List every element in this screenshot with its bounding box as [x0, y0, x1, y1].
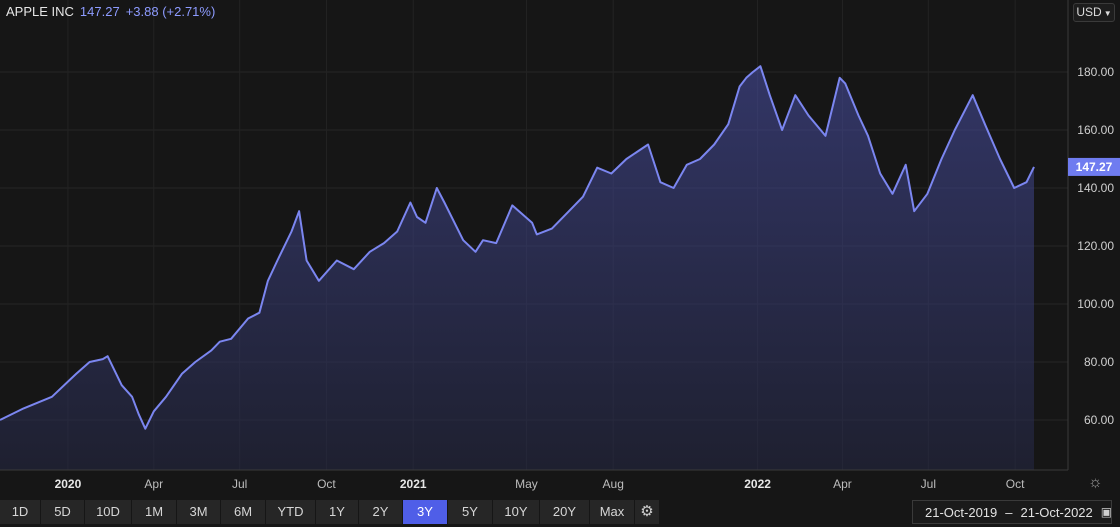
- range-button-ytd[interactable]: YTD: [266, 500, 315, 524]
- x-tick-label: 2020: [55, 477, 82, 491]
- instrument-name: APPLE INC: [6, 4, 74, 19]
- y-tick-label: 180.00: [1077, 65, 1114, 79]
- range-button-1m[interactable]: 1M: [132, 500, 176, 524]
- sun-icon[interactable]: ☼: [1088, 474, 1103, 491]
- price-area: [0, 66, 1034, 470]
- chart-header: APPLE INC 147.27 +3.88 (+2.71%): [6, 4, 215, 19]
- range-button-3y[interactable]: 3Y: [403, 500, 447, 524]
- y-tick-label: 160.00: [1077, 123, 1114, 137]
- y-tick-label: 120.00: [1077, 239, 1114, 253]
- date-range-picker[interactable]: 21-Oct-2019 – 21-Oct-2022 ▣: [912, 500, 1112, 524]
- gear-icon[interactable]: ⚙: [635, 500, 659, 524]
- date-from[interactable]: 21-Oct-2019: [925, 504, 998, 520]
- x-axis: 2020 Apr Jul Oct 2021 May Aug 2022 Apr Jul Oct: [55, 477, 1026, 491]
- header-price: 147.27: [79, 4, 120, 19]
- header-change: +3.88 (+2.71%): [125, 4, 216, 19]
- date-separator: –: [1005, 504, 1013, 520]
- range-button-20y[interactable]: 20Y: [540, 500, 589, 524]
- price-chart[interactable]: 60.00 80.00 100.00 120.00 140.00 160.00 180.00…: [0, 0, 1120, 500]
- range-button-10y[interactable]: 10Y: [493, 500, 539, 524]
- price-tag-label: 147.27: [1076, 160, 1113, 174]
- currency-label: USD: [1076, 5, 1102, 19]
- x-tick-label: Jul: [232, 477, 247, 491]
- x-tick-label: Oct: [1006, 477, 1025, 491]
- currency-selector[interactable]: USD ▼: [1073, 3, 1115, 22]
- range-button-5d[interactable]: 5D: [41, 500, 84, 524]
- range-button-10d[interactable]: 10D: [85, 500, 131, 524]
- range-button-1d[interactable]: 1D: [0, 500, 40, 524]
- range-button-2y[interactable]: 2Y: [359, 500, 402, 524]
- y-tick-label: 100.00: [1077, 297, 1114, 311]
- x-tick-label: Apr: [144, 477, 163, 491]
- range-button-max[interactable]: Max: [590, 500, 634, 524]
- y-tick-label: 60.00: [1084, 413, 1114, 427]
- x-tick-label: Jul: [921, 477, 936, 491]
- y-axis: 60.00 80.00 100.00 120.00 140.00 160.00 180.00: [1077, 65, 1114, 427]
- price-line: [0, 65, 1035, 430]
- range-button-5y[interactable]: 5Y: [448, 500, 492, 524]
- range-selector: 1D 5D 10D 1M 3M 6M YTD 1Y 2Y 3Y 5Y 10Y 20Y Max ⚙: [0, 500, 659, 524]
- y-tick-label: 140.00: [1077, 181, 1114, 195]
- range-button-1y[interactable]: 1Y: [316, 500, 358, 524]
- price-tag-box: [1068, 157, 1120, 176]
- range-button-3m[interactable]: 3M: [177, 500, 220, 524]
- x-tick-label: May: [515, 477, 538, 491]
- last-price-tag: 147.27: [1068, 157, 1120, 176]
- x-tick-label: Aug: [603, 477, 624, 491]
- chevron-down-icon: ▼: [1103, 9, 1112, 18]
- calendar-icon[interactable]: ▣: [1100, 505, 1113, 519]
- range-button-6m[interactable]: 6M: [221, 500, 265, 524]
- x-tick-label: 2021: [400, 477, 427, 491]
- y-tick-label: 80.00: [1084, 355, 1114, 369]
- date-to[interactable]: 21-Oct-2022: [1020, 504, 1093, 520]
- x-tick-label: Oct: [317, 477, 336, 491]
- x-tick-label: Apr: [833, 477, 852, 491]
- x-tick-label: 2022: [744, 477, 771, 491]
